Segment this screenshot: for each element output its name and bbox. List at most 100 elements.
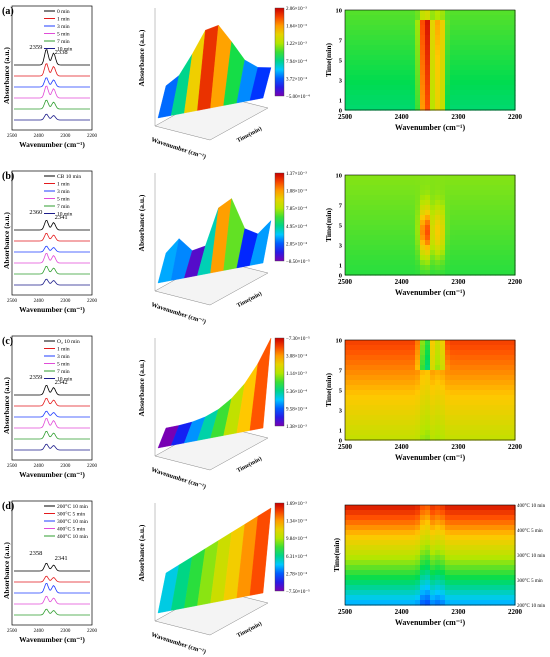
heatmap-cell	[485, 245, 491, 251]
heatmap-cell	[355, 570, 361, 576]
heatmap-cell	[445, 45, 451, 51]
heatmap-y-tick: 300°C 10 min	[517, 554, 546, 559]
heatmap-cell	[385, 555, 391, 561]
heatmap-cell	[420, 75, 426, 81]
heatmap-cell	[460, 540, 466, 546]
heatmap-cell	[365, 240, 371, 246]
heatmap-cell	[510, 530, 516, 536]
heatmap-cell	[360, 35, 366, 41]
heatmap-cell	[475, 550, 481, 556]
heatmap-cell	[370, 395, 376, 401]
heatmap-cell	[510, 505, 516, 511]
heatmap-cell	[395, 540, 401, 546]
heatmap-cell	[345, 90, 351, 96]
heatmap-cell	[390, 70, 396, 76]
heatmap-cell	[450, 435, 456, 441]
heatmap-cell	[500, 370, 506, 376]
heatmap-cell	[345, 545, 351, 551]
heatmap-cell	[505, 425, 511, 431]
heatmap-cell	[450, 45, 456, 51]
heatmap-cell	[440, 260, 446, 266]
heatmap-cell	[445, 350, 451, 356]
heatmap-cell	[445, 25, 451, 31]
heatmap-cell	[420, 405, 426, 411]
heatmap-cell	[345, 210, 351, 216]
heatmap-cell	[410, 430, 416, 436]
heatmap-cell	[370, 30, 376, 36]
heatmap-cell	[350, 260, 356, 266]
heatmap-cell	[385, 430, 391, 436]
heatmap-cell	[475, 30, 481, 36]
spectrum-line	[14, 99, 90, 110]
heatmap-cell	[455, 220, 461, 226]
heatmap-cell	[505, 25, 511, 31]
heatmap-cell	[365, 235, 371, 241]
heatmap-cell	[370, 255, 376, 261]
heatmap-cell	[455, 55, 461, 61]
heatmap-cell	[455, 65, 461, 71]
heatmap-cell	[455, 345, 461, 351]
heatmap-cell	[370, 340, 376, 346]
heatmap-cell	[380, 175, 386, 181]
heatmap-cell	[455, 365, 461, 371]
heatmap-cell	[445, 430, 451, 436]
heatmap-cell	[380, 390, 386, 396]
heatmap-cell	[350, 405, 356, 411]
heatmap-cell	[375, 345, 381, 351]
heatmap-cell	[435, 505, 441, 511]
heatmap-cell	[385, 565, 391, 571]
heatmap-cell	[490, 355, 496, 361]
heatmap-cell	[500, 190, 506, 196]
heatmap-cell	[510, 350, 516, 356]
heatmap-cell	[385, 600, 391, 606]
heatmap-cell	[470, 200, 476, 206]
heatmap-cell	[505, 600, 511, 606]
heatmap-cell	[465, 575, 471, 581]
heatmap-cell	[470, 395, 476, 401]
heatmap-cell	[425, 100, 431, 106]
heatmap-cell	[355, 255, 361, 261]
heatmap-cell	[495, 430, 501, 436]
spectrum-line	[14, 77, 90, 88]
heatmap-cell	[405, 30, 411, 36]
heatmap-cell	[485, 350, 491, 356]
heatmap-cell	[465, 200, 471, 206]
heatmap-cell	[425, 15, 431, 21]
heatmap-cell	[370, 55, 376, 61]
heatmap-cell	[355, 210, 361, 216]
heatmap-cell	[450, 105, 456, 111]
heatmap-cell	[450, 245, 456, 251]
heatmap-cell	[380, 200, 386, 206]
heatmap-cell	[355, 345, 361, 351]
heatmap-cell	[455, 515, 461, 521]
heatmap-cell	[505, 15, 511, 21]
heatmap-cell	[355, 55, 361, 61]
heatmap-cell	[380, 30, 386, 36]
heatmap-cell	[405, 435, 411, 441]
heatmap-cell	[415, 20, 421, 26]
heatmap-cell	[465, 20, 471, 26]
heatmap-cell	[420, 540, 426, 546]
heatmap-cell	[490, 95, 496, 101]
heatmap-cell	[495, 75, 501, 81]
heatmap-cell	[485, 75, 491, 81]
heatmap-cell	[400, 80, 406, 86]
heatmap-cell	[435, 255, 441, 261]
colorbar-tick-label: 7.94×10⁻⁴	[286, 59, 307, 65]
heatmap-cell	[460, 210, 466, 216]
heatmap-cell	[360, 435, 366, 441]
heatmap-cell	[370, 65, 376, 71]
heatmap-cell	[365, 350, 371, 356]
heatmap-cell	[370, 570, 376, 576]
heatmap-cell	[460, 60, 466, 66]
heatmap-cell	[440, 435, 446, 441]
heatmap-cell	[390, 75, 396, 81]
heatmap-cell	[400, 540, 406, 546]
heatmap-cell	[420, 375, 426, 381]
heatmap-cell	[395, 100, 401, 106]
heatmap-cell	[430, 195, 436, 201]
heatmap-cell	[495, 365, 501, 371]
heatmap-cell	[385, 545, 391, 551]
heatmap-cell	[370, 560, 376, 566]
heatmap-cell	[355, 600, 361, 606]
